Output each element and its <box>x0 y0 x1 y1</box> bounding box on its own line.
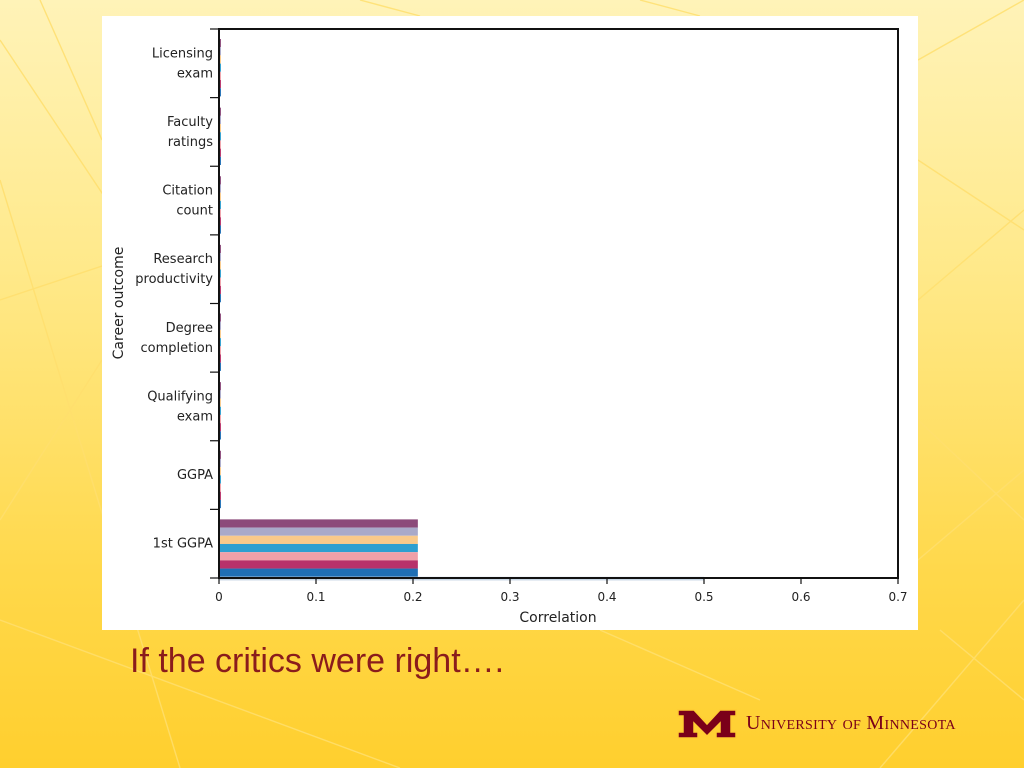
bar-chart: 0 0.1 0.2 0.3 0.4 0.5 0.6 0.7 Licensing exam Facu… <box>111 28 908 626</box>
y-category-label: Research productivity <box>135 252 213 287</box>
y-category-label: Faculty ratings <box>167 115 213 150</box>
x-axis-ticks: 0 0.1 0.2 0.3 0.4 0.5 0.6 0.7 <box>215 578 908 604</box>
y-category-label: 1st GGPA <box>153 537 213 552</box>
x-tick-label: 0 <box>215 590 223 604</box>
y-category-label: Licensing exam <box>152 46 213 81</box>
bar-1st-ggpa-7 <box>219 568 418 577</box>
x-axis-title: Correlation <box>519 610 596 626</box>
bar-1st-ggpa-1 <box>219 519 418 528</box>
y-category-label: GGPA <box>177 468 213 483</box>
bars-layer <box>219 39 704 581</box>
bar-1st-ggpa-5 <box>219 552 418 561</box>
x-tick-label: 0.4 <box>597 590 616 604</box>
x-tick-label: 0.2 <box>403 590 422 604</box>
university-footer: University of Minnesota <box>676 704 1006 744</box>
x-tick-label: 0.5 <box>694 590 713 604</box>
x-tick-label: 0.6 <box>791 590 810 604</box>
y-axis-category-labels: Licensing exam Faculty ratings Citation count… <box>135 46 213 551</box>
x-tick-label: 0.1 <box>306 590 325 604</box>
x-tick-label: 0.3 <box>500 590 519 604</box>
bar-1st-ggpa-2 <box>219 527 418 536</box>
bar-1st-ggpa-3 <box>219 535 418 544</box>
bar-1st-ggpa-4 <box>219 543 418 553</box>
bar-1st-ggpa-6 <box>219 560 418 569</box>
y-category-label: Citation count <box>162 184 213 219</box>
x-tick-label: 0.7 <box>888 590 907 604</box>
slide-caption: If the critics were right…. <box>130 642 505 680</box>
y-category-label: Qualifying exam <box>147 389 213 424</box>
chart-panel: 0 0.1 0.2 0.3 0.4 0.5 0.6 0.7 Licensing exam Facu… <box>102 16 918 630</box>
plot-frame <box>218 28 899 579</box>
gold-m-logo-icon <box>677 709 737 739</box>
university-name: University of Minnesota <box>746 712 956 734</box>
y-axis-ticks <box>210 28 219 579</box>
y-axis-title: Career outcome <box>111 247 127 360</box>
y-category-label: Degree completion <box>140 321 213 356</box>
